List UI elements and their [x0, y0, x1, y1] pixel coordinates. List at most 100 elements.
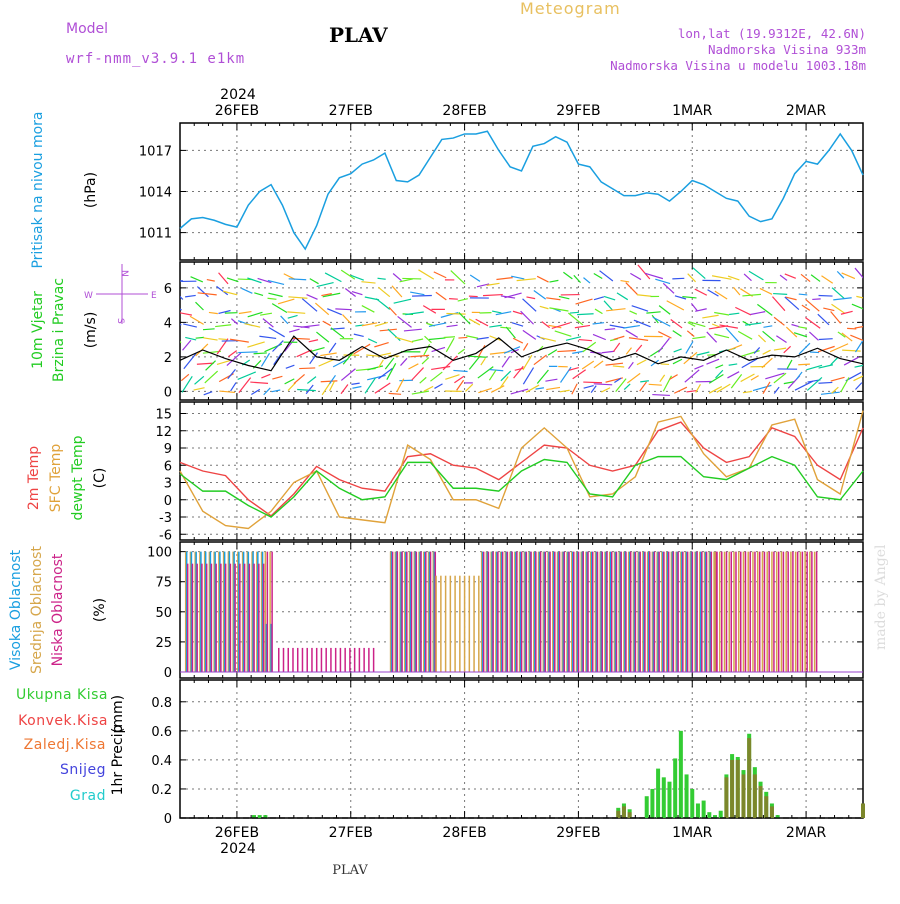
wind-arrow — [821, 392, 840, 394]
wind-arrow — [309, 340, 318, 342]
wind-arrow — [605, 329, 615, 330]
wind-arrow — [542, 322, 550, 328]
pressure-units: (hPa) — [83, 172, 99, 208]
wind-arrow — [231, 383, 236, 391]
wind-arrow — [702, 315, 718, 318]
wind-arrow — [394, 299, 411, 303]
wind-arrow — [855, 364, 869, 367]
wind-arrow — [183, 340, 191, 350]
wind-arrow — [523, 299, 537, 312]
wind-arrow — [731, 374, 741, 388]
wind-arrow — [867, 372, 871, 379]
temp-ylabel-1: 2m Temp — [26, 446, 42, 510]
wind-arrow — [335, 309, 351, 310]
precip-bar — [685, 774, 689, 818]
wind-arrow — [478, 388, 491, 392]
conv-precip-bar — [724, 777, 728, 818]
wind-arrow — [744, 274, 751, 281]
precip-bar — [650, 789, 654, 818]
wind-arrow — [546, 387, 560, 389]
wind-arrow — [823, 308, 834, 310]
wind-arrow — [640, 382, 647, 391]
wind-ylabel-2: Brzina i Pravac — [51, 278, 67, 382]
wind-arrow — [231, 319, 237, 325]
wind-arrow — [238, 372, 256, 380]
wind-arrow — [514, 366, 524, 378]
wind-arrow — [738, 331, 752, 339]
legend-frozen-rain: Zaledj.Kisa — [24, 737, 106, 753]
wind-arrow — [799, 294, 808, 295]
wind-arrow — [855, 383, 861, 390]
wind-arrow — [796, 372, 802, 379]
conv-precip-bar — [628, 812, 632, 818]
wind-arrow — [385, 358, 394, 369]
wind-arrow — [573, 370, 586, 379]
temp-ytick-label: 0 — [164, 494, 172, 509]
wind-arrow — [185, 337, 196, 340]
wind-arrow — [424, 344, 430, 355]
wind-arrow — [637, 360, 646, 365]
wind-arrow — [195, 376, 204, 384]
wind-arrow — [444, 337, 455, 338]
wind-arrow — [630, 311, 637, 314]
wind-arrow — [795, 381, 813, 390]
wind-arrow — [560, 390, 570, 392]
precip-bar — [707, 812, 711, 818]
wind-arrow — [831, 304, 844, 313]
legend-total-rain: Ukupna Kisa — [16, 687, 108, 703]
wind-arrow — [278, 299, 294, 304]
compass-east: E — [151, 291, 157, 301]
wind-arrows — [167, 265, 878, 396]
precip-ytick-label: 0.2 — [151, 783, 172, 798]
wind-arrow — [863, 356, 875, 370]
wind-arrow — [367, 366, 383, 370]
wind-arrow — [446, 338, 454, 352]
wind-arrow — [297, 390, 316, 391]
wind-arrow — [572, 351, 583, 353]
wind-arrow — [636, 345, 642, 352]
wind-arrow — [239, 378, 251, 393]
wind-arrow — [763, 350, 771, 354]
wind-arrow — [227, 278, 238, 282]
wind-arrow — [709, 375, 723, 384]
wind-arrow — [185, 295, 196, 296]
wind-arrow — [682, 297, 696, 298]
wind-arrow — [741, 351, 759, 357]
wind-arrow — [378, 278, 386, 279]
wind-arrow — [259, 336, 276, 338]
wind-arrow — [837, 271, 844, 278]
temp-ytick-label: -6 — [159, 528, 172, 543]
wind-arrow — [623, 326, 640, 329]
wind-arrow — [254, 353, 267, 354]
wind-arrow — [572, 384, 577, 394]
wind-arrow — [610, 325, 625, 328]
precip-bar — [719, 811, 723, 818]
wind-arrow — [418, 270, 433, 279]
wind-arrow — [714, 313, 729, 315]
wind-arrow — [272, 341, 283, 352]
wind-arrow — [393, 274, 401, 281]
wind-arrow — [780, 275, 787, 280]
precip-ylabel: 1hr Precip — [110, 725, 126, 796]
wind-arrow — [762, 358, 773, 368]
wind-arrow — [841, 377, 849, 392]
wind-arrow — [420, 377, 427, 383]
wind-arrow — [320, 353, 336, 356]
wind-arrow — [626, 283, 638, 295]
wind-arrow — [714, 334, 729, 338]
wind-arrow — [492, 311, 501, 313]
wind-arrow — [687, 331, 694, 337]
wind-arrow — [424, 386, 433, 391]
precip-bar — [690, 789, 694, 818]
wind-arrow — [545, 379, 557, 381]
wind-arrow — [172, 281, 183, 283]
wind-arrow — [728, 345, 742, 351]
wind-arrow — [659, 306, 670, 315]
wind-arrow — [763, 326, 772, 328]
wind-arrow — [758, 335, 765, 342]
wind-arrow — [655, 279, 670, 283]
wind-arrow — [197, 287, 208, 297]
wind-arrow — [785, 274, 796, 278]
